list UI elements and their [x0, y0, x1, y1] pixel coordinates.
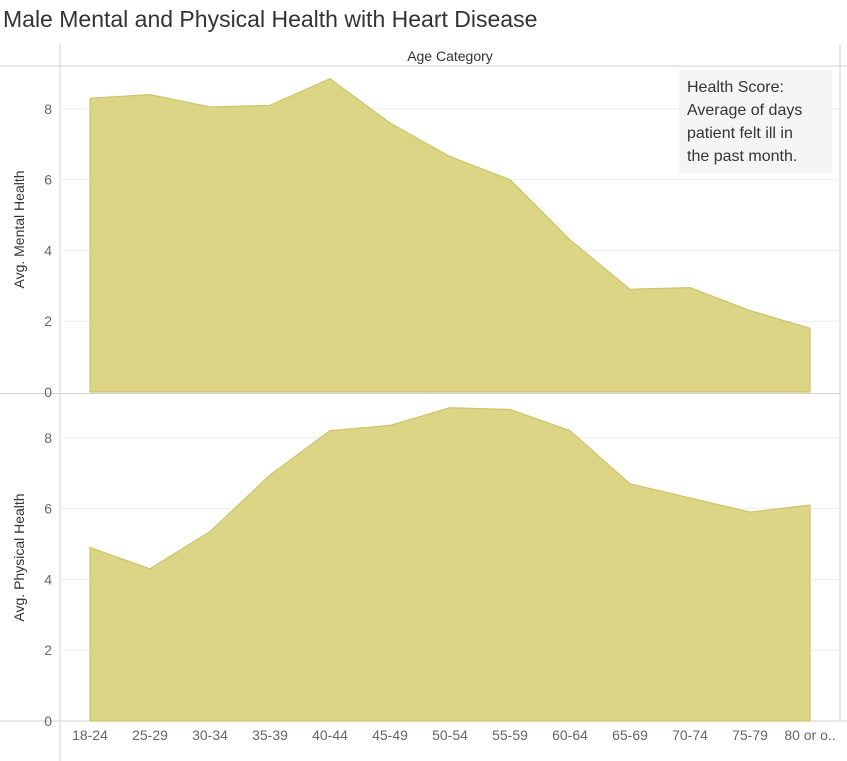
data-point: [509, 178, 512, 181]
x-tick-label: 50-54: [432, 727, 468, 743]
y-axis-label: Avg. Mental Health: [11, 170, 27, 288]
x-tick-label: 75-79: [732, 727, 768, 743]
y-tick-label: 6: [44, 172, 52, 188]
x-tick-label: 45-49: [372, 727, 408, 743]
data-point: [449, 406, 452, 409]
data-point: [329, 429, 332, 432]
data-point: [509, 408, 512, 411]
data-point: [809, 504, 812, 507]
area-series: [89, 407, 811, 722]
health-score-annotation: Health Score: Average of days patient fe…: [679, 70, 832, 173]
data-point: [629, 288, 632, 291]
data-point: [629, 482, 632, 485]
y-tick-label: 8: [44, 101, 52, 117]
data-point: [209, 106, 212, 109]
data-point: [89, 546, 92, 549]
y-tick-label: 2: [44, 313, 52, 329]
y-tick-label: 2: [44, 642, 52, 658]
data-point: [389, 424, 392, 427]
x-tick-label: 80 or o..: [784, 727, 835, 743]
x-tick-label: 25-29: [132, 727, 168, 743]
data-point: [449, 155, 452, 158]
area-series: [89, 78, 811, 393]
y-tick-label: 4: [44, 242, 52, 258]
data-point: [269, 474, 272, 477]
y-tick-label: 8: [44, 430, 52, 446]
data-point: [89, 97, 92, 100]
data-point: [149, 93, 152, 96]
chart-title: Male Mental and Physical Health with Hea…: [3, 6, 537, 32]
data-point: [149, 567, 152, 570]
data-point: [689, 497, 692, 500]
chart-body: 0 2 4 6 8 Avg. Mental Health 0 2 4 6 8 Avg. Physica…: [0, 44, 847, 761]
x-tick-label: 35-39: [252, 727, 288, 743]
data-point: [389, 122, 392, 125]
y-axis-label: Avg. Physical Health: [11, 493, 27, 621]
x-tick-label: 30-34: [192, 727, 228, 743]
y-tick-label: 6: [44, 501, 52, 517]
data-point: [329, 77, 332, 80]
column-header: Age Category: [407, 48, 493, 64]
data-point: [749, 511, 752, 514]
y-tick-label: 4: [44, 571, 52, 587]
y-tick-label: 0: [44, 384, 52, 400]
data-point: [689, 286, 692, 289]
data-point: [209, 530, 212, 533]
x-tick-label: 55-59: [492, 727, 528, 743]
x-tick-label: 70-74: [672, 727, 708, 743]
x-tick-label: 40-44: [312, 727, 348, 743]
x-tick-label: 60-64: [552, 727, 588, 743]
x-tick-label: 65-69: [612, 727, 648, 743]
data-point: [569, 238, 572, 241]
x-tick-label: 18-24: [72, 727, 108, 743]
data-point: [569, 429, 572, 432]
y-tick-label: 0: [44, 713, 52, 729]
data-point: [809, 327, 812, 330]
data-point: [269, 104, 272, 107]
data-point: [749, 309, 752, 312]
